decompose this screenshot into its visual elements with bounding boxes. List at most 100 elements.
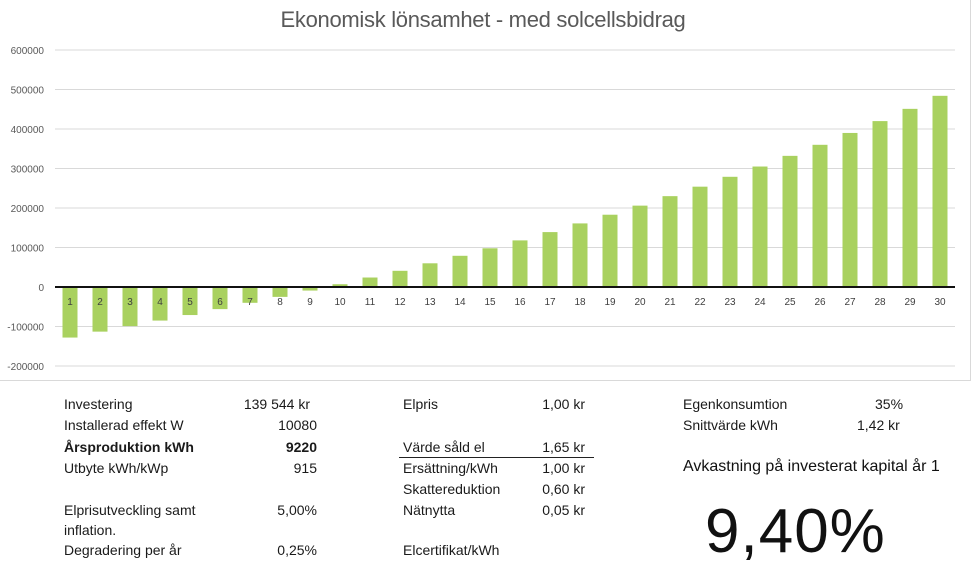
y-tick-label: 500000 — [11, 86, 45, 97]
bar — [392, 270, 408, 287]
bar — [242, 287, 258, 303]
x-tick-label: 14 — [454, 297, 466, 308]
x-tick-label: 18 — [574, 297, 586, 308]
y-tick-label: 600000 — [11, 46, 45, 57]
x-tick-label: 5 — [187, 297, 193, 308]
value-elpris: 1,00 kr — [542, 396, 585, 412]
bar — [62, 287, 78, 338]
x-tick-label: 2 — [97, 297, 103, 308]
roi-heading: Avkastning på investerat kapital år 1 — [683, 458, 940, 475]
x-tick-label: 6 — [217, 297, 223, 308]
bar — [572, 223, 588, 287]
y-tick-label: 0 — [38, 283, 44, 294]
value-arsproduktion: 9220 — [285, 439, 317, 455]
chart-area: Ekonomisk lönsamhet - med solcellsbidrag… — [0, 0, 971, 381]
bar — [782, 155, 798, 287]
x-tick-label: 12 — [394, 297, 406, 308]
y-tick-label: 200000 — [11, 204, 45, 215]
bar — [152, 287, 168, 321]
bar — [542, 232, 558, 287]
value-investering: 139 544 kr — [243, 396, 310, 412]
bar — [422, 263, 438, 287]
x-tick-label: 26 — [814, 297, 826, 308]
bar — [212, 287, 228, 310]
bar — [452, 255, 468, 287]
bar — [362, 277, 378, 287]
bar — [632, 205, 648, 287]
label-degradering: Degradering per år — [64, 542, 182, 558]
bar — [872, 121, 888, 287]
bar — [752, 166, 768, 287]
y-tick-label: 300000 — [11, 165, 45, 176]
x-tick-label: 21 — [664, 297, 676, 308]
value-skattereduktion: 0,60 kr — [542, 481, 585, 497]
bar — [932, 95, 948, 287]
label-arsproduktion: Årsproduktion kWh — [64, 439, 194, 455]
bar — [332, 284, 348, 287]
bar — [692, 186, 708, 287]
value-elprisutveckling: 5,00% — [277, 502, 317, 518]
x-tick-label: 9 — [307, 297, 313, 308]
bar — [842, 132, 858, 287]
bar — [272, 287, 288, 297]
bar — [302, 287, 318, 291]
bar-chart: -200000 -100000 0 100000 200000 300000 400000 5… — [7, 46, 955, 373]
bar — [812, 144, 828, 287]
x-tick-label: 11 — [365, 297, 376, 308]
label-ersattning: Ersättning/kWh — [403, 460, 498, 476]
label-elpris: Elpris — [403, 396, 439, 412]
label-installerad-effekt: Installerad effekt W — [64, 417, 184, 433]
x-tick-label: 23 — [724, 297, 736, 308]
value-snittvarde: 1,42 kr — [857, 417, 900, 433]
chart-title: Ekonomisk lönsamhet - med solcellsbidrag — [280, 7, 686, 32]
x-tick-label: 29 — [904, 297, 916, 308]
x-tick-label: 8 — [277, 297, 283, 308]
bar — [182, 287, 198, 316]
y-tick-label: -100000 — [7, 323, 44, 334]
x-tick-label: 1 — [67, 297, 73, 308]
label-skattereduktion: Skattereduktion — [403, 481, 501, 497]
value-ersattning: 1,00 kr — [542, 460, 585, 476]
x-tick-label: 20 — [634, 297, 646, 308]
x-tick-label: 17 — [544, 297, 556, 308]
x-tick-label: 24 — [754, 297, 766, 308]
value-utbyte: 915 — [293, 460, 317, 476]
bar — [122, 287, 138, 327]
x-tick-label: 3 — [127, 297, 133, 308]
label-elprisutveckling-line2: inflation. — [64, 522, 117, 538]
value-natnytta: 0,05 kr — [542, 502, 585, 518]
value-varde-sald-el: 1,65 kr — [542, 439, 585, 455]
bar — [482, 248, 498, 287]
x-tick-label: 19 — [604, 297, 616, 308]
bar — [512, 240, 528, 287]
x-tick-label: 15 — [484, 297, 496, 308]
roi-value: 9,40% — [705, 497, 886, 566]
x-tick-label: 28 — [874, 297, 886, 308]
label-natnytta: Nätnytta — [403, 502, 456, 518]
value-installerad-effekt: 10080 — [278, 417, 317, 433]
x-tick-label: 4 — [157, 297, 163, 308]
label-utbyte: Utbyte kWh/kWp — [64, 460, 169, 476]
value-egenkonsumtion: 35% — [875, 396, 904, 412]
x-tick-label: 10 — [334, 297, 346, 308]
table-divider — [399, 457, 594, 459]
x-tick-label: 30 — [934, 297, 946, 308]
label-elprisutveckling: Elprisutveckling samt — [64, 502, 196, 518]
x-tick-label: 7 — [247, 297, 253, 308]
y-tick-label: 100000 — [11, 244, 45, 255]
x-tick-label: 27 — [844, 297, 856, 308]
bar — [902, 108, 918, 287]
label-varde-sald-el: Värde såld el — [403, 439, 485, 455]
bar — [662, 196, 678, 287]
label-elcertifikat: Elcertifikat/kWh — [403, 542, 500, 558]
label-snittvarde: Snittvärde kWh — [683, 417, 778, 433]
y-tick-label: 400000 — [11, 125, 45, 136]
x-tick-label: 13 — [424, 297, 436, 308]
x-tick-label: 25 — [784, 297, 796, 308]
value-degradering: 0,25% — [277, 542, 317, 558]
label-egenkonsumtion: Egenkonsumtion — [683, 396, 788, 412]
y-tick-label: -200000 — [7, 362, 44, 373]
label-investering: Investering — [64, 396, 133, 412]
bar — [92, 287, 108, 332]
bar — [722, 176, 738, 287]
